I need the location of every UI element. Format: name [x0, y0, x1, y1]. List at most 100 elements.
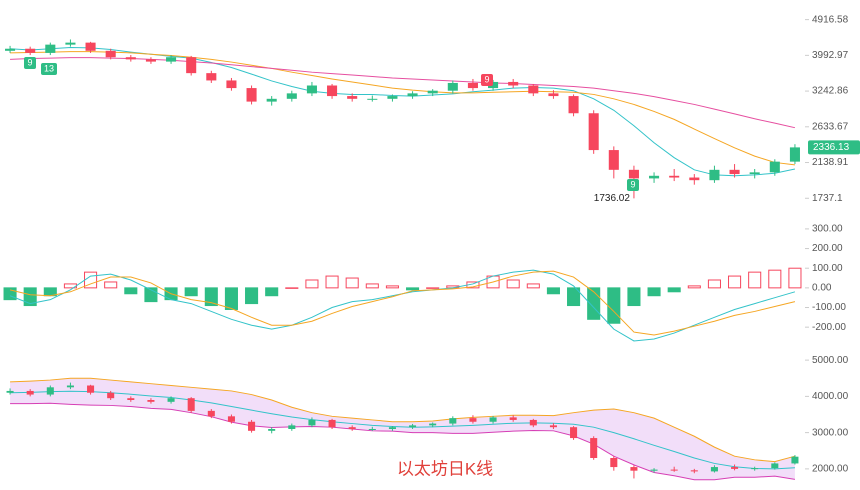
candle-body	[649, 175, 660, 179]
candle-body	[528, 85, 539, 94]
candle-body	[328, 419, 336, 428]
candle-body	[449, 418, 457, 424]
candle-body	[368, 429, 376, 430]
annotation-box	[627, 179, 639, 191]
candle-body	[489, 417, 497, 422]
y-tick-label: 2633.67	[812, 121, 849, 132]
candle-body	[729, 169, 740, 175]
macd-bar	[607, 287, 621, 324]
candle-body	[467, 82, 478, 89]
macd-bar	[385, 285, 399, 289]
candle-body	[167, 398, 175, 402]
macd-bar	[23, 287, 37, 307]
candle-body	[771, 463, 779, 469]
macd-bar	[3, 287, 17, 301]
watermark: 以太坊日K线	[397, 459, 493, 478]
candle-body	[387, 96, 398, 99]
macd-bar	[345, 277, 359, 289]
macd-bar	[426, 287, 440, 289]
y-tick-label: 3992.97	[812, 50, 849, 61]
candle-body	[85, 42, 96, 51]
line	[10, 51, 795, 166]
candle-body	[107, 392, 115, 399]
candle-body	[226, 80, 237, 89]
macd-bar	[124, 287, 138, 295]
macd-bar	[285, 287, 299, 289]
candle-body	[447, 82, 458, 91]
candle-body	[590, 438, 598, 458]
macd-bar	[768, 269, 782, 289]
y-tick-label: 2000.00	[812, 464, 849, 475]
candle-body	[6, 390, 14, 393]
candle-body	[588, 113, 599, 151]
candle-body	[45, 44, 56, 53]
y-tick-label: 3000.00	[812, 427, 849, 438]
candle-body	[46, 387, 54, 395]
macd-bar	[506, 279, 520, 289]
macd-bar	[526, 283, 540, 289]
line	[10, 46, 796, 177]
price-tag	[808, 140, 860, 155]
candle-body	[670, 469, 678, 471]
candle-body	[186, 57, 197, 74]
annotation: 9	[484, 74, 489, 84]
macd-bar	[546, 287, 560, 295]
line	[10, 390, 795, 470]
candle-body	[508, 81, 519, 86]
candle-body	[427, 90, 438, 94]
y-tick-label: 4000.00	[812, 391, 849, 402]
macd-bar	[707, 279, 721, 289]
y-tick-label: -200.00	[812, 322, 846, 333]
candle-body	[248, 421, 256, 431]
band-fill	[10, 378, 795, 480]
candle-body	[268, 429, 276, 431]
candle-body	[367, 98, 378, 100]
candle-body	[207, 410, 215, 417]
macd-bar	[204, 287, 218, 307]
candle-body	[166, 57, 177, 62]
candle-body	[347, 96, 358, 99]
macd-bar	[748, 271, 762, 289]
candle-body	[791, 456, 799, 464]
macd-bar	[224, 287, 238, 310]
candle-body	[608, 150, 619, 170]
y-tick-label: 1737.1	[812, 193, 843, 204]
y-tick-label: 100.00	[812, 263, 843, 274]
candle-body	[469, 418, 477, 422]
candle-body	[690, 470, 698, 472]
y-tick-label: 5000.00	[812, 355, 849, 366]
annotation: 13	[44, 63, 54, 73]
y-tick-label: 300.00	[812, 224, 843, 235]
candle-body	[388, 427, 396, 429]
candle-body	[509, 417, 517, 420]
annotation: 9	[27, 57, 32, 67]
y-tick-label: 4916.58	[812, 14, 849, 25]
candle-body	[266, 98, 277, 102]
candle-body	[710, 467, 718, 472]
candle-body	[749, 172, 760, 175]
annotation-box	[24, 57, 36, 69]
candle-body	[669, 175, 680, 178]
candle-body	[147, 400, 155, 402]
candle-body	[105, 50, 116, 58]
candle-body	[568, 96, 579, 114]
candle-body	[246, 88, 257, 102]
macd-bar	[305, 279, 319, 289]
candle-body	[429, 423, 437, 426]
macd-bar	[567, 287, 581, 307]
macd-bar	[245, 287, 259, 305]
macd-bar	[647, 287, 661, 297]
macd-bar	[687, 285, 701, 289]
candle-body	[306, 85, 317, 94]
candle-body	[751, 468, 759, 470]
y-tick-label: -100.00	[812, 302, 846, 313]
candle-body	[610, 458, 618, 468]
y-tick-label: 3242.86	[812, 86, 849, 97]
candle-body	[127, 398, 135, 400]
candle-body	[87, 385, 95, 393]
macd-bar	[788, 267, 802, 289]
line	[10, 377, 796, 463]
candle-body	[5, 48, 16, 51]
candle-body	[548, 93, 559, 97]
candle-body	[348, 427, 356, 429]
